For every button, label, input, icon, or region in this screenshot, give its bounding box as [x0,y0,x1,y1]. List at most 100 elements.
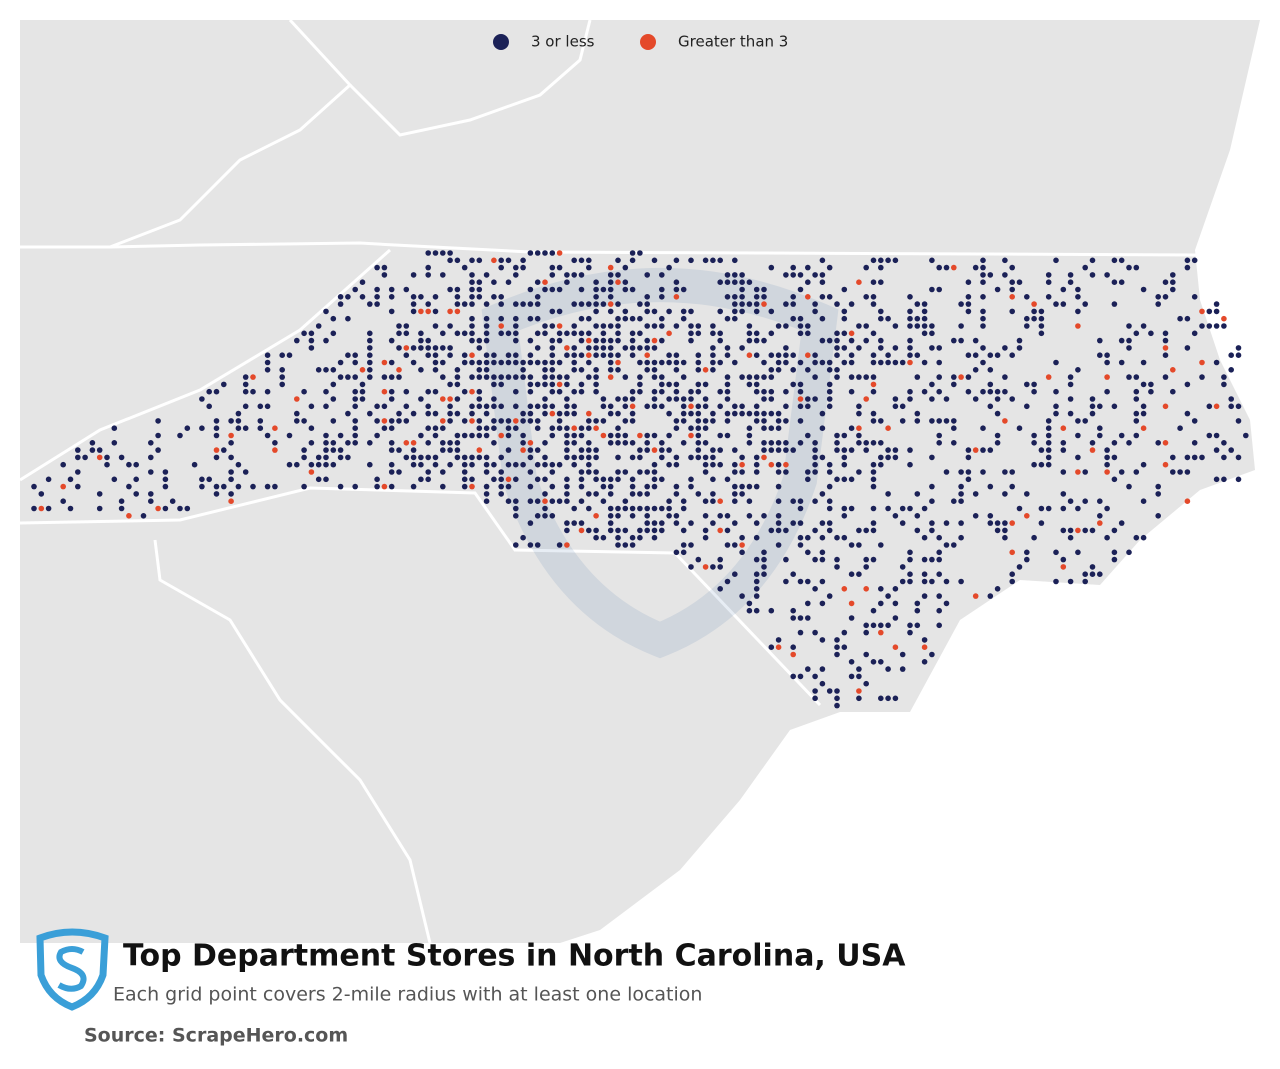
grid-point [257,403,264,410]
grid-point [673,381,680,388]
grid-point [761,549,767,556]
grid-point [724,410,731,417]
grid-point [870,301,877,307]
grid-point [921,571,928,577]
grid-point [1199,359,1205,366]
grid-point [746,425,753,432]
grid-point [695,330,702,337]
grid-point [505,483,512,490]
grid-point [447,410,453,417]
grid-point [454,447,461,453]
grid-point [498,315,505,322]
grid-point [513,337,519,344]
grid-point [629,491,636,497]
grid-point [907,571,913,577]
grid-point [556,264,563,271]
grid-point [527,315,534,322]
grid-point [695,367,702,373]
grid-point [534,425,541,432]
grid-point [666,330,672,337]
grid-point [834,556,840,563]
grid-point [527,469,534,475]
grid-point [600,352,607,359]
grid-point [921,308,928,315]
grid-point [498,359,505,366]
grid-point [315,476,322,483]
grid-point [1170,454,1176,461]
grid-point [1097,513,1103,519]
grid-point [826,359,833,366]
grid-point [819,637,826,643]
grid-point [790,607,796,614]
grid-point [556,461,563,468]
grid-point [1045,418,1052,424]
grid-point [1206,432,1213,439]
grid-point [710,447,716,453]
grid-point [1038,447,1045,453]
grid-point [702,440,709,446]
grid-point [797,330,804,337]
grid-point [1075,308,1081,315]
grid-point [469,301,475,307]
grid-point [571,272,577,278]
grid-point [498,330,505,337]
grid-point [542,286,548,293]
grid-point [1111,549,1118,556]
grid-point [1177,425,1183,432]
title: Top Department Stores in North Carolina,… [123,939,906,974]
grid-point [958,491,964,497]
grid-point [272,483,278,490]
grid-point [323,308,329,315]
grid-point [790,673,796,680]
grid-point [454,301,461,307]
grid-point [367,345,373,351]
grid-point [1155,513,1161,519]
grid-point [965,308,972,315]
grid-point [914,527,921,534]
grid-point [819,359,826,366]
grid-point [753,593,760,599]
grid-point [775,352,782,359]
grid-point [1024,381,1030,388]
grid-point [892,586,899,592]
grid-point [724,272,731,278]
grid-point [819,315,826,322]
grid-point [651,527,658,534]
grid-point [914,374,921,380]
grid-point [513,264,519,271]
grid-point [783,301,789,307]
grid-point [841,454,848,461]
grid-point [812,352,818,359]
grid-point [1170,272,1176,278]
grid-point [805,294,811,300]
grid-point [717,586,723,592]
grid-point [702,396,709,402]
grid-point [418,367,424,373]
grid-point [542,396,548,402]
grid-point [848,301,855,307]
grid-point [491,279,497,286]
grid-point [337,374,344,380]
grid-point [600,337,607,344]
grid-point [1089,571,1096,577]
grid-point [972,352,979,359]
grid-point [841,432,848,439]
grid-point [1213,403,1220,410]
grid-point [1097,498,1103,505]
grid-point [907,323,913,329]
legend-marker [493,34,509,50]
grid-point [651,403,658,410]
grid-point [826,469,833,475]
grid-point [856,432,862,439]
legend-marker [640,34,656,50]
grid-point [432,388,439,395]
grid-point [615,476,621,483]
grid-point [666,505,672,512]
grid-point [1162,352,1169,359]
grid-point [907,622,913,629]
grid-point [637,447,643,453]
grid-point [279,374,286,380]
grid-point [768,461,775,468]
grid-point [943,469,950,475]
grid-point [1045,505,1052,512]
